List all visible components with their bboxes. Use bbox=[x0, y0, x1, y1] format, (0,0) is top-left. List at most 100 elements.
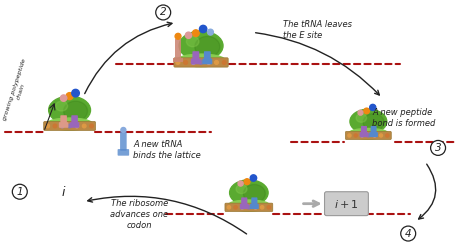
Ellipse shape bbox=[177, 54, 225, 67]
Circle shape bbox=[379, 134, 383, 137]
Circle shape bbox=[191, 61, 195, 64]
Circle shape bbox=[60, 95, 67, 101]
FancyBboxPatch shape bbox=[241, 197, 247, 205]
Circle shape bbox=[215, 61, 218, 64]
Circle shape bbox=[66, 93, 73, 100]
FancyBboxPatch shape bbox=[70, 122, 80, 128]
Circle shape bbox=[247, 206, 250, 209]
FancyArrowPatch shape bbox=[88, 196, 247, 234]
FancyBboxPatch shape bbox=[59, 122, 69, 128]
FancyArrowPatch shape bbox=[85, 22, 172, 94]
FancyBboxPatch shape bbox=[324, 192, 368, 216]
Polygon shape bbox=[173, 58, 183, 62]
Circle shape bbox=[176, 61, 180, 64]
Text: $i+1$: $i+1$ bbox=[334, 198, 359, 210]
Circle shape bbox=[254, 206, 257, 209]
Circle shape bbox=[227, 206, 231, 209]
Circle shape bbox=[240, 206, 244, 209]
Circle shape bbox=[60, 124, 64, 128]
Ellipse shape bbox=[47, 118, 92, 130]
FancyBboxPatch shape bbox=[191, 59, 201, 64]
Circle shape bbox=[46, 124, 49, 128]
Ellipse shape bbox=[244, 185, 266, 203]
Circle shape bbox=[238, 181, 243, 186]
Circle shape bbox=[430, 140, 446, 155]
Circle shape bbox=[72, 89, 80, 97]
Ellipse shape bbox=[236, 185, 247, 193]
Circle shape bbox=[186, 32, 191, 38]
Ellipse shape bbox=[186, 36, 199, 47]
Ellipse shape bbox=[195, 36, 220, 57]
FancyBboxPatch shape bbox=[204, 51, 211, 60]
FancyBboxPatch shape bbox=[361, 126, 367, 134]
Circle shape bbox=[267, 206, 271, 209]
Circle shape bbox=[68, 124, 71, 128]
Circle shape bbox=[244, 179, 250, 185]
Circle shape bbox=[192, 30, 199, 37]
Circle shape bbox=[90, 124, 93, 128]
Ellipse shape bbox=[64, 101, 88, 121]
Circle shape bbox=[348, 134, 351, 137]
Circle shape bbox=[361, 134, 364, 137]
Circle shape bbox=[367, 134, 370, 137]
Text: The ribosome
advances one
codon: The ribosome advances one codon bbox=[110, 199, 168, 230]
Circle shape bbox=[386, 134, 389, 137]
FancyArrowPatch shape bbox=[255, 33, 379, 95]
Circle shape bbox=[200, 25, 207, 33]
FancyBboxPatch shape bbox=[371, 126, 377, 134]
Text: $i$: $i$ bbox=[61, 185, 66, 199]
Circle shape bbox=[373, 134, 376, 137]
Circle shape bbox=[260, 206, 264, 209]
Text: 4: 4 bbox=[405, 229, 411, 239]
Ellipse shape bbox=[363, 114, 384, 131]
FancyBboxPatch shape bbox=[120, 131, 127, 151]
Circle shape bbox=[207, 29, 213, 35]
Ellipse shape bbox=[228, 200, 270, 211]
Circle shape bbox=[12, 184, 27, 199]
FancyBboxPatch shape bbox=[369, 132, 378, 137]
FancyBboxPatch shape bbox=[60, 115, 67, 124]
FancyBboxPatch shape bbox=[250, 204, 259, 209]
Circle shape bbox=[234, 206, 237, 209]
FancyBboxPatch shape bbox=[360, 132, 368, 137]
Circle shape bbox=[207, 61, 211, 64]
Text: The tRNA leaves
the E site: The tRNA leaves the E site bbox=[283, 20, 352, 40]
Text: 2: 2 bbox=[160, 7, 166, 17]
FancyBboxPatch shape bbox=[192, 51, 199, 60]
Circle shape bbox=[82, 124, 86, 128]
FancyBboxPatch shape bbox=[174, 58, 228, 67]
FancyBboxPatch shape bbox=[345, 131, 391, 139]
Circle shape bbox=[222, 61, 226, 64]
Ellipse shape bbox=[56, 101, 68, 111]
Circle shape bbox=[175, 33, 181, 39]
FancyBboxPatch shape bbox=[225, 203, 273, 212]
Circle shape bbox=[370, 104, 376, 111]
FancyBboxPatch shape bbox=[202, 59, 213, 64]
Text: A new peptide
bond is formed: A new peptide bond is formed bbox=[372, 108, 436, 128]
Circle shape bbox=[53, 124, 57, 128]
Circle shape bbox=[75, 124, 79, 128]
Text: growing polypeptide
chain: growing polypeptide chain bbox=[2, 58, 33, 123]
Circle shape bbox=[121, 127, 126, 132]
Ellipse shape bbox=[350, 109, 387, 134]
Circle shape bbox=[199, 61, 203, 64]
Ellipse shape bbox=[49, 96, 90, 124]
Ellipse shape bbox=[229, 180, 268, 205]
Circle shape bbox=[401, 226, 416, 241]
Circle shape bbox=[184, 61, 187, 64]
Circle shape bbox=[358, 110, 363, 115]
Text: 3: 3 bbox=[435, 143, 441, 153]
Ellipse shape bbox=[179, 31, 223, 60]
Text: 1: 1 bbox=[16, 187, 23, 197]
Ellipse shape bbox=[356, 114, 367, 122]
Ellipse shape bbox=[348, 128, 388, 139]
Text: A new tRNA
binds the lattice: A new tRNA binds the lattice bbox=[133, 140, 201, 160]
FancyBboxPatch shape bbox=[251, 197, 257, 205]
Circle shape bbox=[364, 108, 369, 114]
FancyBboxPatch shape bbox=[240, 204, 249, 209]
Circle shape bbox=[354, 134, 357, 137]
FancyBboxPatch shape bbox=[44, 122, 96, 130]
Circle shape bbox=[156, 5, 170, 20]
FancyBboxPatch shape bbox=[117, 149, 129, 156]
Circle shape bbox=[250, 175, 257, 181]
